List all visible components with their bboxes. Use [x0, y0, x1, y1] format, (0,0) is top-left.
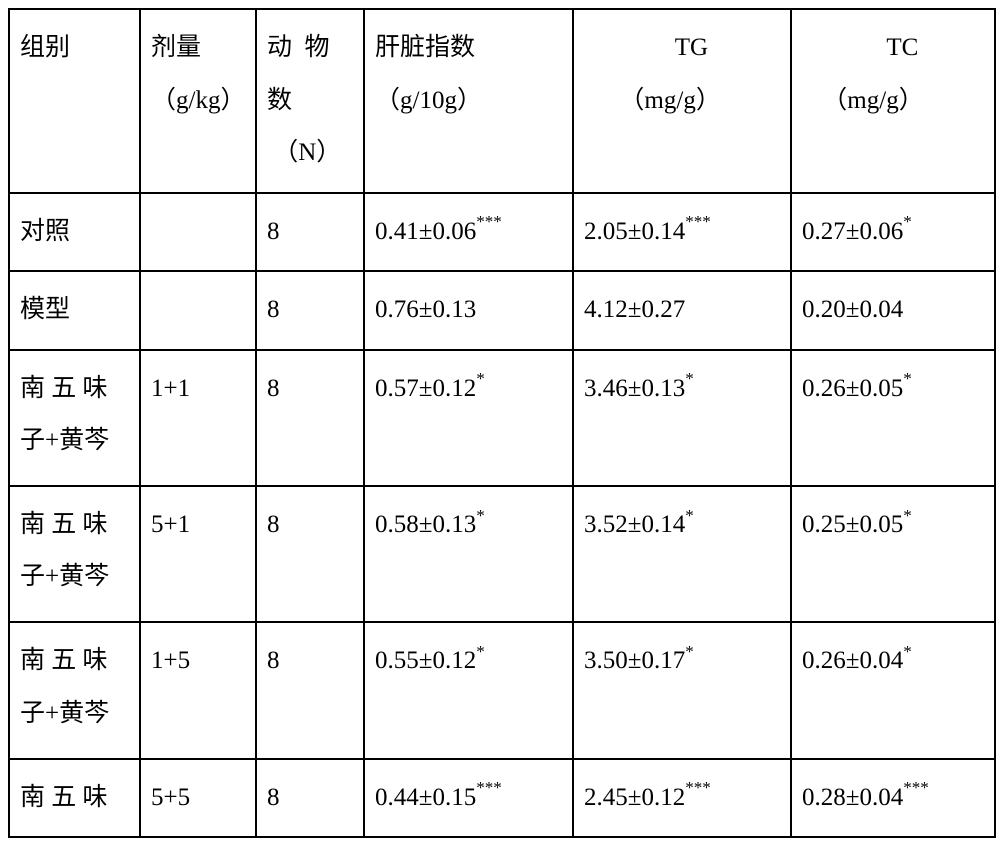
cell-value: 0.27±0.06 — [802, 218, 903, 245]
cell-n: 8 — [256, 193, 364, 272]
cell-tg: 3.46±0.13* — [573, 350, 791, 486]
table-row: 对照 8 0.41±0.06*** 2.05±0.14*** 0.27±0.06… — [9, 193, 995, 272]
cell-value: 2.05±0.14 — [584, 218, 685, 245]
cell-value: 0.25±0.05 — [802, 511, 903, 538]
significance-marker: *** — [476, 212, 502, 231]
cell-dose — [140, 271, 256, 350]
table-body: 对照 8 0.41±0.06*** 2.05±0.14*** 0.27±0.06… — [9, 193, 995, 838]
table-row: 南 五 味子+黄芩 1+5 8 0.55±0.12* 3.50±0.17* 0.… — [9, 622, 995, 758]
cell-tg: 4.12±0.27 — [573, 271, 791, 350]
cell-group: 对照 — [9, 193, 140, 272]
data-table: 组别 剂量 （g/kg） 动 物数 （N） 肝脏指数 （g/10g） TG （mg/… — [8, 8, 996, 838]
cell-group: 南 五 味子+黄芩 — [9, 350, 140, 486]
significance-marker: * — [476, 642, 485, 661]
cell-liver: 0.55±0.12* — [364, 622, 573, 758]
cell-tc: 0.26±0.04* — [791, 622, 995, 758]
cell-dose: 1+1 — [140, 350, 256, 486]
cell-n: 8 — [256, 350, 364, 486]
cell-liver: 0.57±0.12* — [364, 350, 573, 486]
significance-marker: * — [903, 369, 912, 388]
header-unit: （g/kg） — [151, 87, 245, 114]
significance-marker: * — [685, 506, 694, 525]
cell-liver: 0.44±0.15*** — [364, 759, 573, 838]
cell-tg: 2.45±0.12*** — [573, 759, 791, 838]
significance-marker: * — [685, 369, 694, 388]
cell-n: 8 — [256, 622, 364, 758]
cell-tg: 2.05±0.14*** — [573, 193, 791, 272]
cell-value: 0.55±0.12 — [375, 647, 476, 674]
significance-marker: *** — [685, 778, 711, 797]
header-unit: （N） — [273, 139, 341, 166]
cell-tc: 0.25±0.05* — [791, 486, 995, 622]
cell-group: 南 五 味子+黄芩 — [9, 486, 140, 622]
cell-group: 模型 — [9, 271, 140, 350]
header-label: 物 — [305, 34, 330, 61]
cell-value: 0.20±0.04 — [802, 296, 903, 323]
col-header-tg: TG （mg/g） — [573, 9, 791, 193]
cell-value: 0.44±0.15 — [375, 784, 476, 811]
cell-value: 0.26±0.05 — [802, 375, 903, 402]
cell-value: 0.76±0.13 — [375, 296, 476, 323]
cell-liver: 0.76±0.13 — [364, 271, 573, 350]
table-row: 南 五 味 5+5 8 0.44±0.15*** 2.45±0.12*** 0.… — [9, 759, 995, 838]
header-unit: （mg/g） — [619, 87, 720, 114]
cell-value: 0.26±0.04 — [802, 647, 903, 674]
cell-tg: 3.50±0.17* — [573, 622, 791, 758]
cell-liver: 0.58±0.13* — [364, 486, 573, 622]
cell-dose: 5+5 — [140, 759, 256, 838]
cell-value: 3.50±0.17 — [584, 647, 685, 674]
header-unit: （g/10g） — [375, 87, 482, 114]
cell-group: 南 五 味 — [9, 759, 140, 838]
significance-marker: *** — [685, 212, 711, 231]
table-row: 南 五 味子+黄芩 1+1 8 0.57±0.12* 3.46±0.13* 0.… — [9, 350, 995, 486]
cell-tc: 0.26±0.05* — [791, 350, 995, 486]
header-label: 数 — [267, 87, 292, 114]
cell-n: 8 — [256, 486, 364, 622]
header-label: 动 — [267, 34, 292, 61]
cell-n: 8 — [256, 271, 364, 350]
header-label: TG — [675, 34, 708, 61]
col-header-tc: TC （mg/g） — [791, 9, 995, 193]
significance-marker: * — [903, 212, 912, 231]
significance-marker: * — [476, 506, 485, 525]
cell-value: 0.58±0.13 — [375, 511, 476, 538]
cell-value: 0.41±0.06 — [375, 218, 476, 245]
col-header-dose: 剂量 （g/kg） — [140, 9, 256, 193]
cell-liver: 0.41±0.06*** — [364, 193, 573, 272]
significance-marker: * — [476, 369, 485, 388]
cell-n: 8 — [256, 759, 364, 838]
significance-marker: * — [685, 642, 694, 661]
table-header-row: 组别 剂量 （g/kg） 动 物数 （N） 肝脏指数 （g/10g） TG （mg/… — [9, 9, 995, 193]
cell-tg: 3.52±0.14* — [573, 486, 791, 622]
significance-marker: *** — [903, 778, 929, 797]
cell-value: 4.12±0.27 — [584, 296, 685, 323]
table-row: 模型 8 0.76±0.13 4.12±0.27 0.20±0.04 — [9, 271, 995, 350]
header-label: 肝脏指数 — [375, 34, 475, 61]
cell-dose — [140, 193, 256, 272]
col-header-group: 组别 — [9, 9, 140, 193]
cell-tc: 0.20±0.04 — [791, 271, 995, 350]
col-header-n: 动 物数 （N） — [256, 9, 364, 193]
col-header-liver: 肝脏指数 （g/10g） — [364, 9, 573, 193]
significance-marker: *** — [476, 778, 502, 797]
cell-value: 0.28±0.04 — [802, 784, 903, 811]
header-label: TC — [886, 34, 918, 61]
cell-value: 2.45±0.12 — [584, 784, 685, 811]
significance-marker: * — [903, 642, 912, 661]
cell-dose: 1+5 — [140, 622, 256, 758]
table-row: 南 五 味子+黄芩 5+1 8 0.58±0.13* 3.52±0.14* 0.… — [9, 486, 995, 622]
significance-marker: * — [903, 506, 912, 525]
header-label: 剂量 — [151, 34, 201, 61]
cell-value: 0.57±0.12 — [375, 375, 476, 402]
cell-tc: 0.28±0.04*** — [791, 759, 995, 838]
cell-value: 3.52±0.14 — [584, 511, 685, 538]
cell-dose: 5+1 — [140, 486, 256, 622]
cell-group: 南 五 味子+黄芩 — [9, 622, 140, 758]
header-unit: （mg/g） — [822, 87, 923, 114]
cell-tc: 0.27±0.06* — [791, 193, 995, 272]
header-label: 组别 — [20, 34, 70, 61]
cell-value: 3.46±0.13 — [584, 375, 685, 402]
